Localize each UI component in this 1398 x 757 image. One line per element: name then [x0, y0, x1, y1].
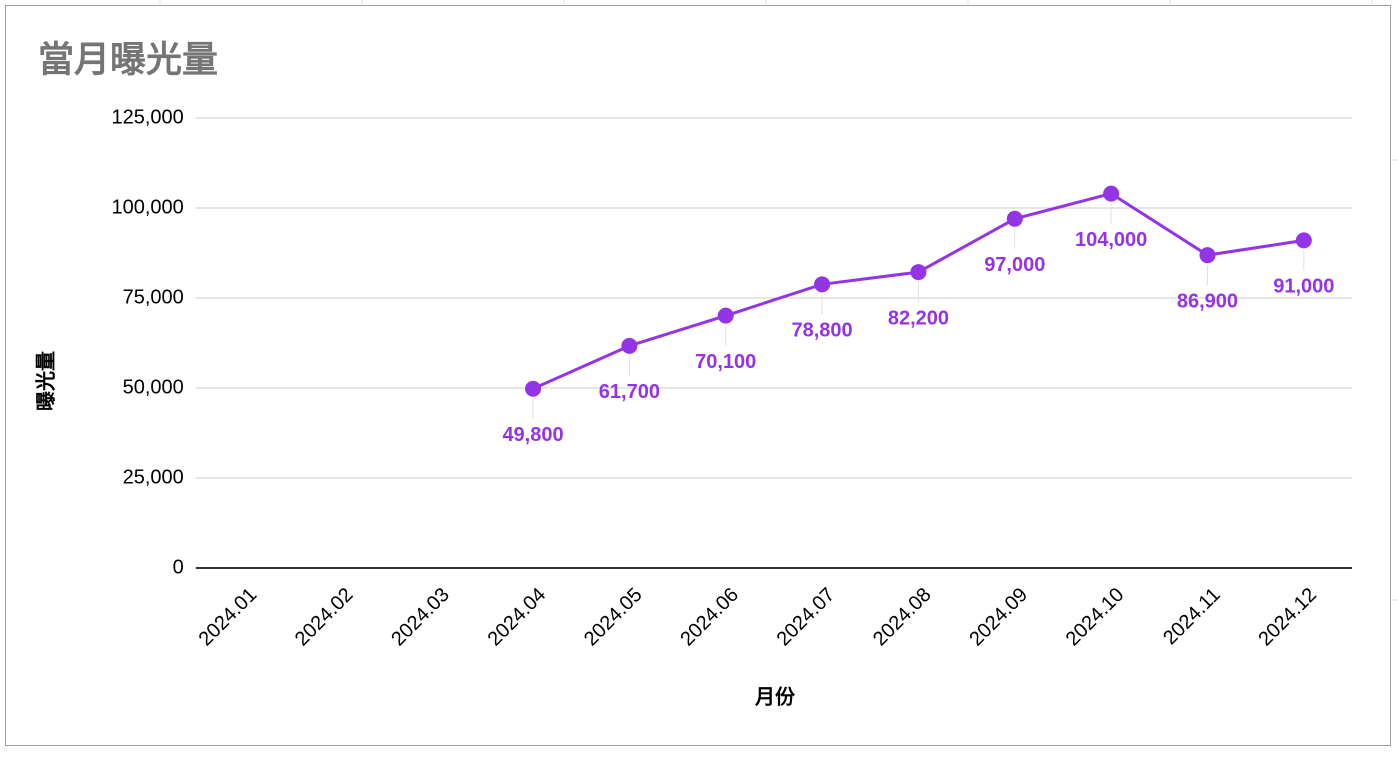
chart-title: 當月曝光量: [38, 39, 218, 80]
y-tick-label: 0: [173, 556, 184, 578]
data-point: [1103, 185, 1120, 202]
chart-frame: [5, 5, 1391, 746]
data-label: 49,800: [502, 424, 563, 446]
data-point: [525, 380, 542, 397]
data-label: 61,700: [599, 381, 660, 403]
data-point: [1199, 247, 1216, 264]
data-label: 78,800: [791, 320, 852, 342]
y-tick-label: 100,000: [112, 196, 184, 218]
data-point: [1295, 232, 1312, 249]
data-label: 70,100: [695, 351, 756, 373]
y-tick-label: 75,000: [123, 286, 184, 308]
data-label: 97,000: [984, 254, 1045, 276]
y-tick-label: 25,000: [123, 466, 184, 488]
data-label: 86,900: [1177, 290, 1238, 312]
data-label: 91,000: [1273, 276, 1334, 298]
data-point: [1006, 210, 1023, 227]
sheet-grid: [159, 0, 1398, 601]
data-point: [814, 276, 831, 293]
data-point: [910, 264, 927, 281]
data-label: 82,200: [888, 307, 949, 329]
data-point: [717, 307, 734, 324]
data-label: 104,000: [1075, 229, 1147, 251]
data-point: [621, 337, 638, 354]
y-axis-title: 曝光量: [34, 351, 57, 411]
y-tick-label: 125,000: [112, 106, 184, 128]
y-tick-label: 50,000: [123, 376, 184, 398]
x-axis-title: 月份: [754, 684, 796, 708]
